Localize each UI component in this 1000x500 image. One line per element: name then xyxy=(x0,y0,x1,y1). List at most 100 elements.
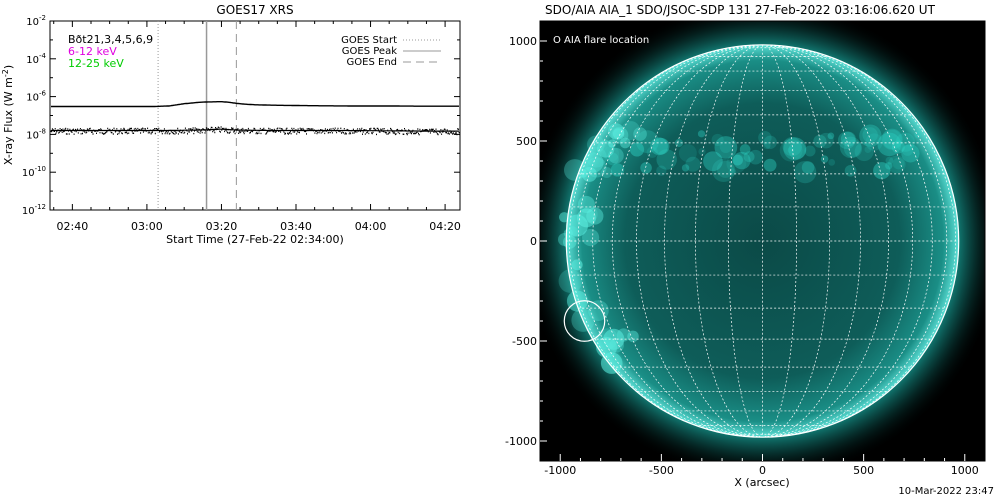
y-tick-label: 1000 xyxy=(509,35,537,48)
active-region-patch xyxy=(864,146,872,153)
limb-brightening xyxy=(587,300,609,321)
active-region-patch xyxy=(877,132,902,157)
active-region-patch xyxy=(779,138,803,162)
y-tick-label: 10-12 xyxy=(22,203,46,217)
limb-brightening xyxy=(596,140,615,158)
active-region-patch xyxy=(804,145,816,157)
goes-x-tick-labels: 02:40 03:00 03:20 03:40 04:00 04:20 xyxy=(57,220,461,233)
series-line-12-25kev xyxy=(51,128,459,132)
legend-goes-end: GOES End xyxy=(347,57,397,68)
y-tick-label: 10-8 xyxy=(26,127,46,141)
active-region-patch xyxy=(681,164,690,172)
longitude-line xyxy=(762,44,956,438)
active-region-brightenings xyxy=(557,121,922,374)
aia-x-axis-label: X (arcsec) xyxy=(734,476,789,489)
limb-brightening xyxy=(586,135,605,154)
goes-series-group xyxy=(50,101,461,136)
active-region-patch xyxy=(881,128,903,150)
x-tick-label: -1000 xyxy=(544,464,576,477)
x-tick-label: 03:40 xyxy=(280,220,312,233)
limb-brightening xyxy=(633,127,647,141)
longitude-line xyxy=(728,44,763,438)
longitude-line xyxy=(762,44,933,438)
limb-brightening xyxy=(608,147,624,164)
active-region-patch xyxy=(794,160,817,184)
active-region-patch xyxy=(783,137,807,161)
active-region-patch xyxy=(656,165,667,176)
limb-brightening xyxy=(582,229,600,247)
y-tick-label: 10-4 xyxy=(26,52,46,66)
active-region-patch xyxy=(698,147,706,156)
limb-brightening xyxy=(576,208,596,228)
active-region-patch xyxy=(733,151,751,170)
aia-image-title: SDO/AIA AIA_1 SDO/JSOC-SDP 131 27-Feb-20… xyxy=(545,3,936,17)
active-region-patch xyxy=(714,136,738,159)
active-region-patch xyxy=(758,130,772,145)
active-region-patch xyxy=(656,149,677,170)
active-region-patch xyxy=(787,146,795,154)
active-region-patch xyxy=(840,131,856,147)
goes-event-markers xyxy=(157,21,237,210)
x-tick-label: 02:40 xyxy=(57,220,89,233)
active-region-patch xyxy=(801,161,815,174)
limb-brightening xyxy=(582,167,597,182)
legend-label-6-12kev: 6-12 keV xyxy=(68,45,117,58)
footer-timestamp: 10-Mar-2022 23:47 xyxy=(898,486,994,497)
heliographic-grid xyxy=(566,44,959,438)
active-region-patch xyxy=(828,159,836,166)
y-tick-label: -500 xyxy=(512,335,537,348)
limb-brightening xyxy=(563,159,586,181)
y-tick-label: 10-10 xyxy=(22,165,46,179)
longitude-line xyxy=(569,44,763,438)
active-region-patch xyxy=(763,141,771,150)
active-region-patch xyxy=(640,162,652,174)
active-region-patch xyxy=(843,139,863,158)
active-region-patch xyxy=(914,131,922,139)
active-region-patch xyxy=(703,151,723,172)
limb-brightening xyxy=(571,259,583,271)
longitude-line xyxy=(664,44,763,438)
x-tick-label: 04:00 xyxy=(355,220,387,233)
goes-detector-label: Bðt21,3,4,5,6,9 xyxy=(68,33,153,46)
aia-x-tick-labels: -1000 -500 0 500 1000 xyxy=(544,464,979,477)
limb-brightening xyxy=(621,121,641,141)
limb-brightening xyxy=(557,233,572,247)
goes-y-tick-labels: 10-2 10-4 10-6 10-8 10-10 10-12 xyxy=(22,14,47,217)
aia-axis-ticks xyxy=(540,40,966,461)
limb-brightening xyxy=(586,146,607,168)
y-tick-label: 10-2 xyxy=(26,14,46,28)
active-region-patch xyxy=(859,124,882,147)
goes-chart-title: GOES17 XRS xyxy=(216,3,293,17)
active-region-patch xyxy=(891,140,905,154)
active-region-patch xyxy=(610,163,625,177)
goes-marker-legend: GOES Start GOES Peak GOES End xyxy=(341,35,441,68)
active-region-patch xyxy=(739,144,751,155)
limb-brightening xyxy=(578,168,588,178)
legend-label-12-25kev: 12-25 keV xyxy=(68,57,124,70)
limb-brightening xyxy=(608,123,625,140)
longitude-line xyxy=(578,44,763,438)
longitude-line xyxy=(762,44,797,438)
active-region-patch xyxy=(827,132,835,140)
active-region-patch xyxy=(629,142,645,157)
active-region-patch xyxy=(813,134,827,148)
active-region-patch xyxy=(885,162,893,170)
active-region-patch xyxy=(743,151,755,163)
x-tick-label: 500 xyxy=(853,464,874,477)
y-tick-label: 500 xyxy=(516,135,537,148)
aia-y-tick-labels: 1000 500 0 -500 -1000 xyxy=(505,35,537,448)
aia-solar-image: SDO/AIA AIA_1 SDO/JSOC-SDP 131 27-Feb-20… xyxy=(505,3,986,489)
longitude-line xyxy=(762,44,830,438)
active-region-patch xyxy=(895,132,915,152)
longitude-line xyxy=(695,44,763,438)
active-region-patch xyxy=(844,164,857,177)
series-line-6-12kev xyxy=(51,101,459,108)
active-region-patch xyxy=(882,129,902,150)
longitude-line xyxy=(636,44,763,438)
active-region-patch xyxy=(862,127,878,143)
goes-y-axis-label: X-ray Flux (W m-2) xyxy=(1,65,15,165)
solar-limb-outline xyxy=(565,44,960,438)
x-tick-label: 1000 xyxy=(951,464,979,477)
active-region-patch xyxy=(652,137,670,155)
active-region-patch xyxy=(711,158,736,182)
